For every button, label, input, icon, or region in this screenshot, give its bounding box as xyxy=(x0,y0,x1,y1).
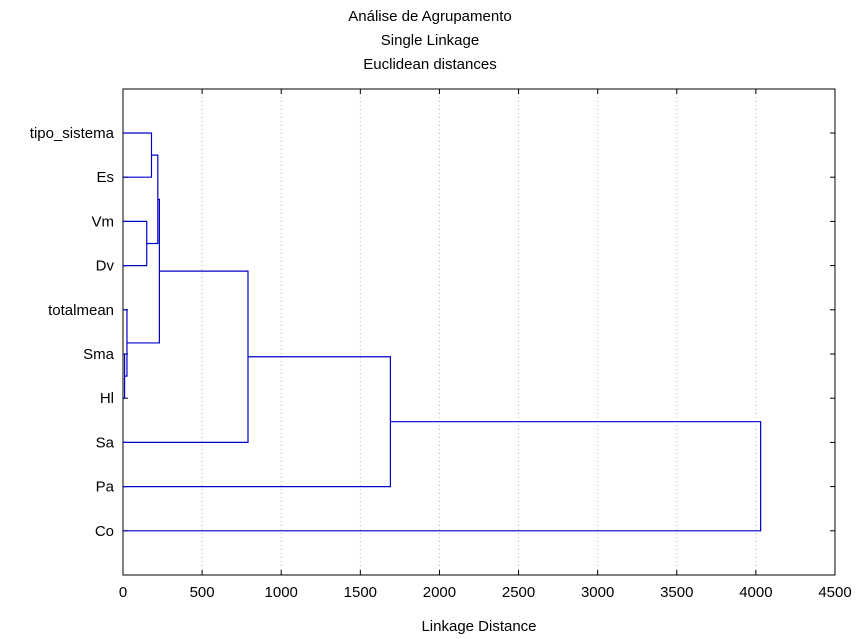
dendrogram-link-3 xyxy=(123,132,153,178)
dendrogram-link-0 xyxy=(123,353,126,399)
x-axis-label: Linkage Distance xyxy=(421,618,536,635)
leaf-label-co: Co xyxy=(95,523,114,540)
x-tick-label-4500: 4500 xyxy=(818,584,851,601)
leaf-label-sma: Sma xyxy=(83,346,115,363)
leaf-label-vm: Vm xyxy=(92,213,115,230)
x-tick-label-500: 500 xyxy=(190,584,215,601)
x-tick-label-2500: 2500 xyxy=(502,584,535,601)
dendrogram-link-8 xyxy=(123,421,762,532)
leaf-label-dv: Dv xyxy=(96,258,115,275)
x-tick-label-0: 0 xyxy=(119,584,127,601)
x-tick-label-2000: 2000 xyxy=(423,584,456,601)
x-tick-label-1500: 1500 xyxy=(344,584,377,601)
plot-frame xyxy=(122,88,836,576)
x-tick-label-3000: 3000 xyxy=(581,584,614,601)
dendrogram-link-5 xyxy=(126,198,160,344)
x-tick-label-3500: 3500 xyxy=(660,584,693,601)
leaf-label-tipo-sistema: tipo_sistema xyxy=(30,125,115,142)
leaf-label-totalmean: totalmean xyxy=(48,302,114,319)
dendrogram-link-7 xyxy=(123,356,391,488)
chart-subtitle-2: Euclidean distances xyxy=(363,56,497,73)
dendrogram-link-2 xyxy=(123,220,148,267)
leaf-label-es: Es xyxy=(96,169,114,186)
x-tick-label-1000: 1000 xyxy=(265,584,298,601)
leaf-label-hl: Hl xyxy=(100,390,114,407)
chart-subtitle: Single Linkage xyxy=(380,32,480,49)
dendrogram-link-6 xyxy=(123,270,249,443)
dendrogram-link-4 xyxy=(146,154,159,245)
leaf-label-sa: Sa xyxy=(96,434,115,451)
chart-title: Análise de Agrupamento xyxy=(348,8,512,25)
x-tick-label-4000: 4000 xyxy=(739,584,772,601)
leaf-label-pa: Pa xyxy=(96,479,115,496)
